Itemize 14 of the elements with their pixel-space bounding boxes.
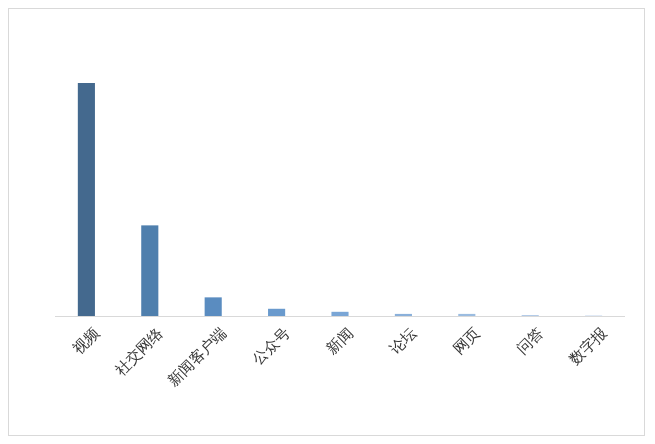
bar (78, 83, 95, 316)
x-tick-label: 问答 (513, 324, 547, 358)
bar (268, 308, 286, 316)
x-tick-label: 论坛 (386, 324, 420, 358)
x-tick-label: 新闻 (322, 324, 357, 358)
x-tick-label: 网页 (450, 324, 484, 358)
x-tick-label: 数字报 (566, 324, 610, 369)
x-tick-label: 视频 (69, 324, 104, 358)
x-tick-label: 社交网络 (111, 324, 167, 380)
bar (331, 312, 349, 316)
x-tick-label: 新闻客户端 (164, 324, 230, 390)
x-tick-label: 公众号 (248, 324, 294, 369)
bar (141, 225, 158, 316)
bar (204, 297, 222, 316)
